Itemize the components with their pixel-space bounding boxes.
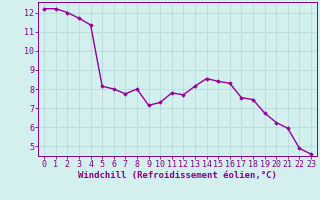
X-axis label: Windchill (Refroidissement éolien,°C): Windchill (Refroidissement éolien,°C): [78, 171, 277, 180]
